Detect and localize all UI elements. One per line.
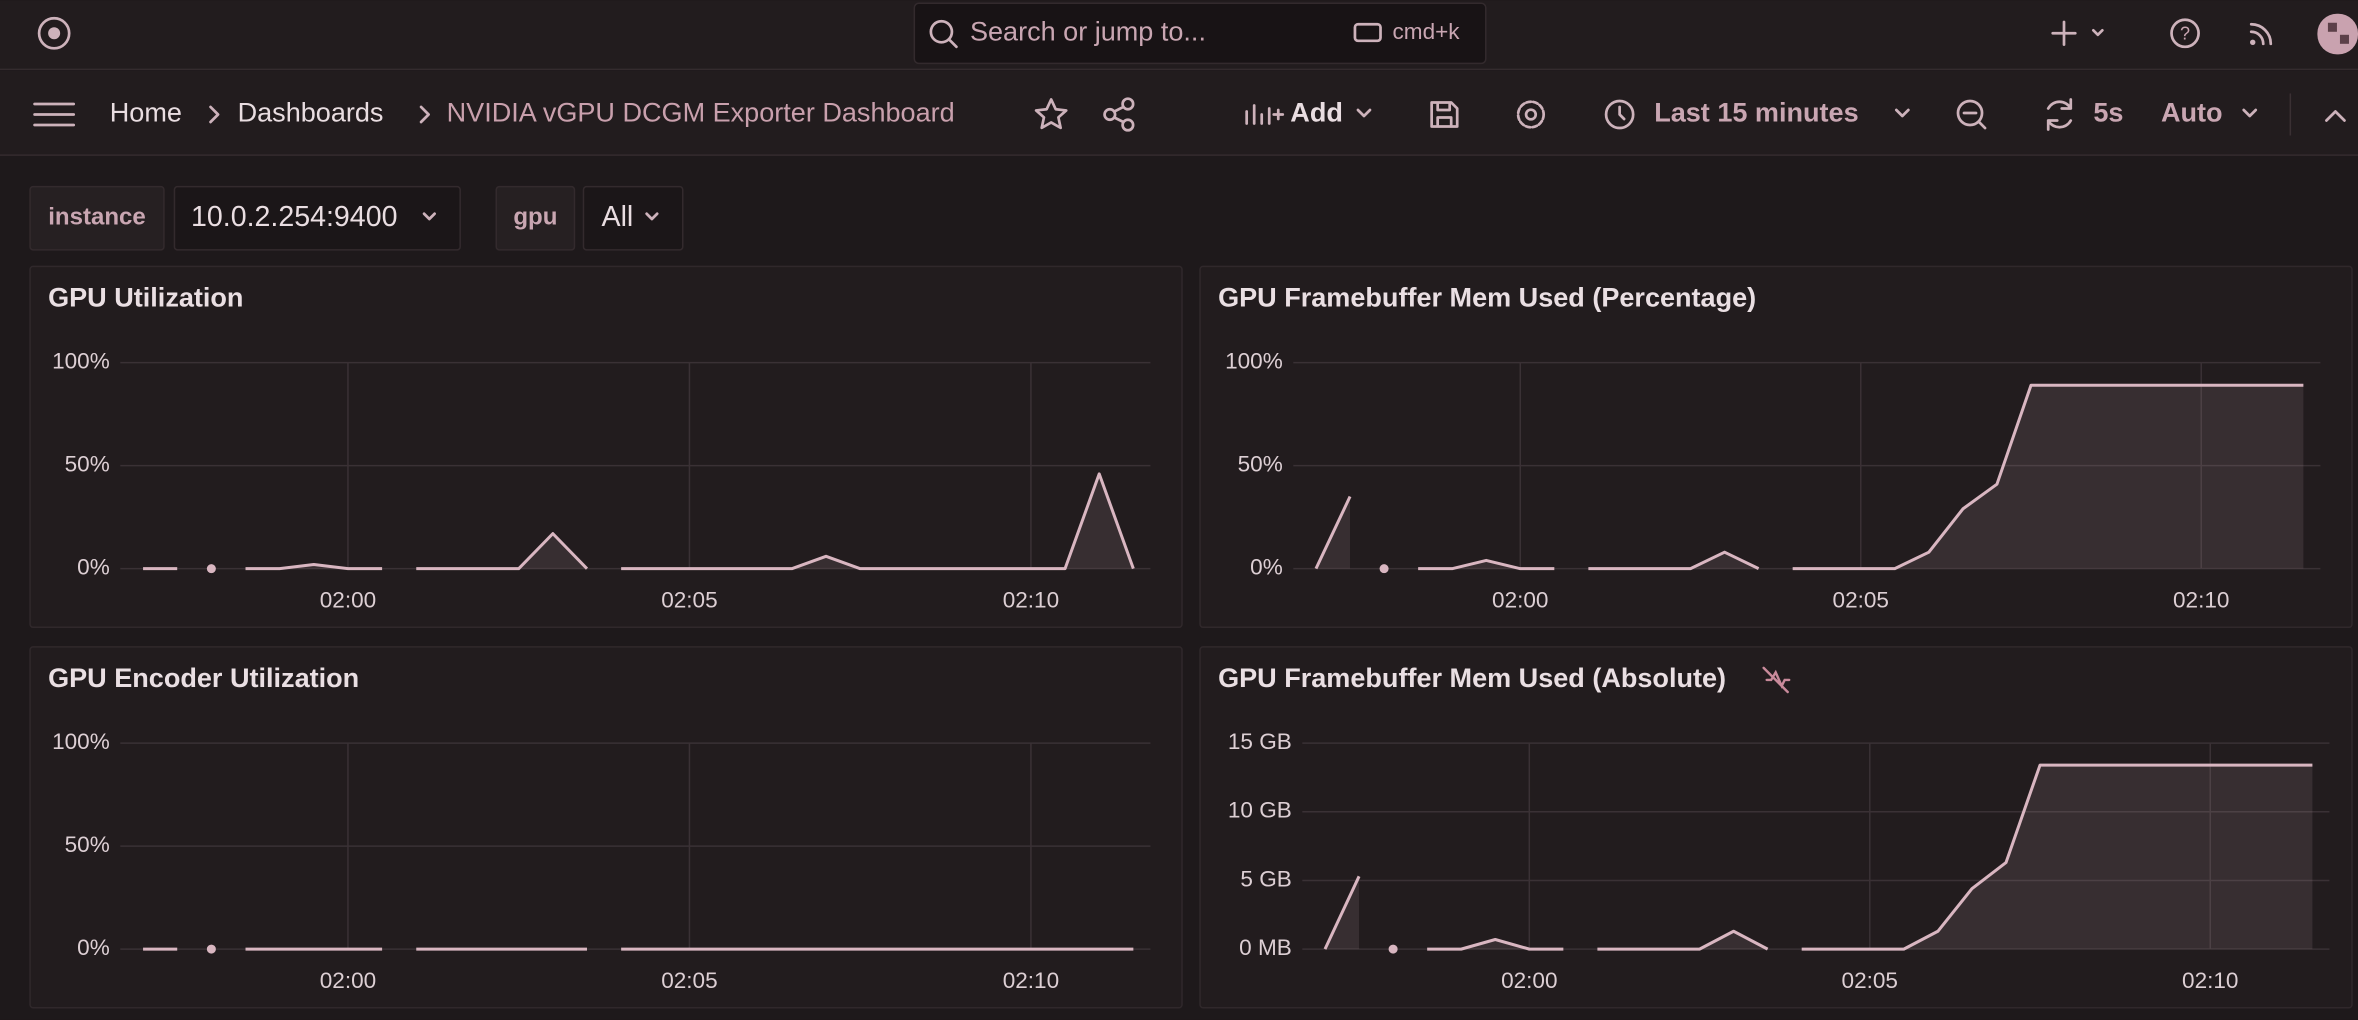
panel-status-icon[interactable] xyxy=(1762,666,1791,694)
y-tick-label: 50% xyxy=(1238,452,1283,477)
panel: GPU Encoder Utilization 0% 50% 100% 02:00 02:… xyxy=(29,646,1183,1009)
refresh-button[interactable]: 5s xyxy=(2046,98,2123,131)
y-tick-label: 100% xyxy=(52,729,110,754)
panel: GPU Framebuffer Mem Used (Absolute) 0 MB 5… xyxy=(1199,646,2353,1009)
area-fill xyxy=(1597,931,1768,950)
x-tick-label: 02:00 xyxy=(320,588,376,613)
help-button[interactable]: ? xyxy=(2170,18,2200,49)
x-tick-label: 02:05 xyxy=(661,588,717,613)
dashboard-title: NVIDIA vGPU DCGM Exporter Dashboard xyxy=(447,98,955,128)
news-button[interactable] xyxy=(2249,22,2273,46)
panel-frame xyxy=(29,265,1183,629)
panel-title[interactable]: GPU Framebuffer Mem Used (Absolute) xyxy=(1218,663,1726,693)
collapse-button[interactable] xyxy=(2325,110,2346,122)
x-tick-label: 02:00 xyxy=(1501,968,1557,993)
search-placeholder: Search or jump to... xyxy=(970,16,1206,46)
y-tick-label: 15 GB xyxy=(1228,729,1292,754)
area-fill xyxy=(245,564,383,569)
y-tick-label: 50% xyxy=(65,452,110,477)
breadcrumb-separator xyxy=(419,105,430,124)
zoom-out-button[interactable] xyxy=(1956,99,1987,130)
panel: GPU Utilization 0% 50% 100% 02:00 02:05 02:10 xyxy=(29,265,1183,629)
breadcrumb[interactable]: Dashboards xyxy=(238,98,384,128)
y-tick-label: 0% xyxy=(1250,555,1283,580)
refresh-interval: 5s xyxy=(2093,98,2123,128)
x-tick-label: 02:05 xyxy=(1842,968,1898,993)
x-tick-label: 02:05 xyxy=(1833,588,1889,613)
refresh-mode: Auto xyxy=(2161,98,2223,128)
y-tick-label: 100% xyxy=(1225,349,1283,374)
add-label: Add xyxy=(1290,98,1343,128)
x-tick-label: 02:10 xyxy=(2182,968,2238,993)
area-fill xyxy=(1418,560,1555,569)
data-point xyxy=(206,944,216,954)
variable-label: gpu xyxy=(513,204,557,231)
x-tick-label: 02:10 xyxy=(1003,588,1059,613)
x-tick-label: 02:00 xyxy=(1492,588,1548,613)
star-button[interactable] xyxy=(1034,98,1068,130)
time-range: Last 15 minutes xyxy=(1654,98,1858,128)
series-line xyxy=(1323,763,2313,951)
y-tick-label: 0% xyxy=(77,935,110,960)
panel-title[interactable]: GPU Framebuffer Mem Used (Percentage) xyxy=(1218,283,1756,313)
add-button[interactable]: Add xyxy=(1245,98,1372,128)
svg-text:?: ? xyxy=(2180,24,2190,44)
x-tick-label: 02:00 xyxy=(320,968,376,993)
series-line xyxy=(143,472,1135,571)
user-avatar[interactable] xyxy=(2317,13,2358,55)
breadcrumb[interactable]: Home xyxy=(110,98,182,128)
variable-value: All xyxy=(602,201,634,233)
panel-title[interactable]: GPU Encoder Utilization xyxy=(48,663,359,693)
new-button[interactable] xyxy=(2051,20,2104,46)
area-fill xyxy=(1792,385,2304,569)
share-button[interactable] xyxy=(1103,97,1135,132)
data-point xyxy=(1388,944,1398,954)
panel-frame xyxy=(1199,646,2353,1009)
y-tick-label: 10 GB xyxy=(1228,798,1292,823)
menu-button[interactable] xyxy=(33,102,76,127)
data-point xyxy=(206,564,216,574)
area-fill xyxy=(1427,939,1564,950)
variable-value: 10.0.2.254:9400 xyxy=(191,201,397,233)
area-fill xyxy=(1588,552,1759,569)
data-point xyxy=(1379,564,1389,574)
panel-frame xyxy=(29,646,1183,1009)
y-tick-label: 5 GB xyxy=(1240,866,1291,891)
search-shortcut: cmd+k xyxy=(1393,19,1461,44)
y-tick-label: 0% xyxy=(77,555,110,580)
y-tick-label: 50% xyxy=(65,832,110,857)
refresh-mode-picker[interactable]: Auto xyxy=(2161,98,2258,128)
variable-instance[interactable]: instance 10.0.2.254:9400 xyxy=(29,185,461,251)
x-tick-label: 02:05 xyxy=(661,968,717,993)
area-fill xyxy=(621,473,1134,569)
panel-frame xyxy=(1199,265,2353,629)
panel-title[interactable]: GPU Utilization xyxy=(48,283,243,313)
breadcrumb-separator xyxy=(209,105,220,124)
time-picker[interactable]: Last 15 minutes xyxy=(1604,98,1910,130)
y-tick-label: 100% xyxy=(52,349,110,374)
variable-label: instance xyxy=(48,204,146,231)
save-button[interactable] xyxy=(1430,101,1459,128)
grafana-logo[interactable] xyxy=(37,16,71,50)
x-tick-label: 02:10 xyxy=(2173,588,2229,613)
series-line xyxy=(1314,383,2304,571)
search-box[interactable]: Search or jump to... cmd+k xyxy=(913,2,1487,65)
settings-button[interactable] xyxy=(1516,100,1546,129)
y-tick-label: 0 MB xyxy=(1239,935,1292,960)
x-tick-label: 02:10 xyxy=(1003,968,1059,993)
area-fill xyxy=(1801,765,2313,950)
variable-gpu[interactable]: gpu All xyxy=(495,185,684,251)
panel: GPU Framebuffer Mem Used (Percentage) 0% 5… xyxy=(1199,265,2353,629)
